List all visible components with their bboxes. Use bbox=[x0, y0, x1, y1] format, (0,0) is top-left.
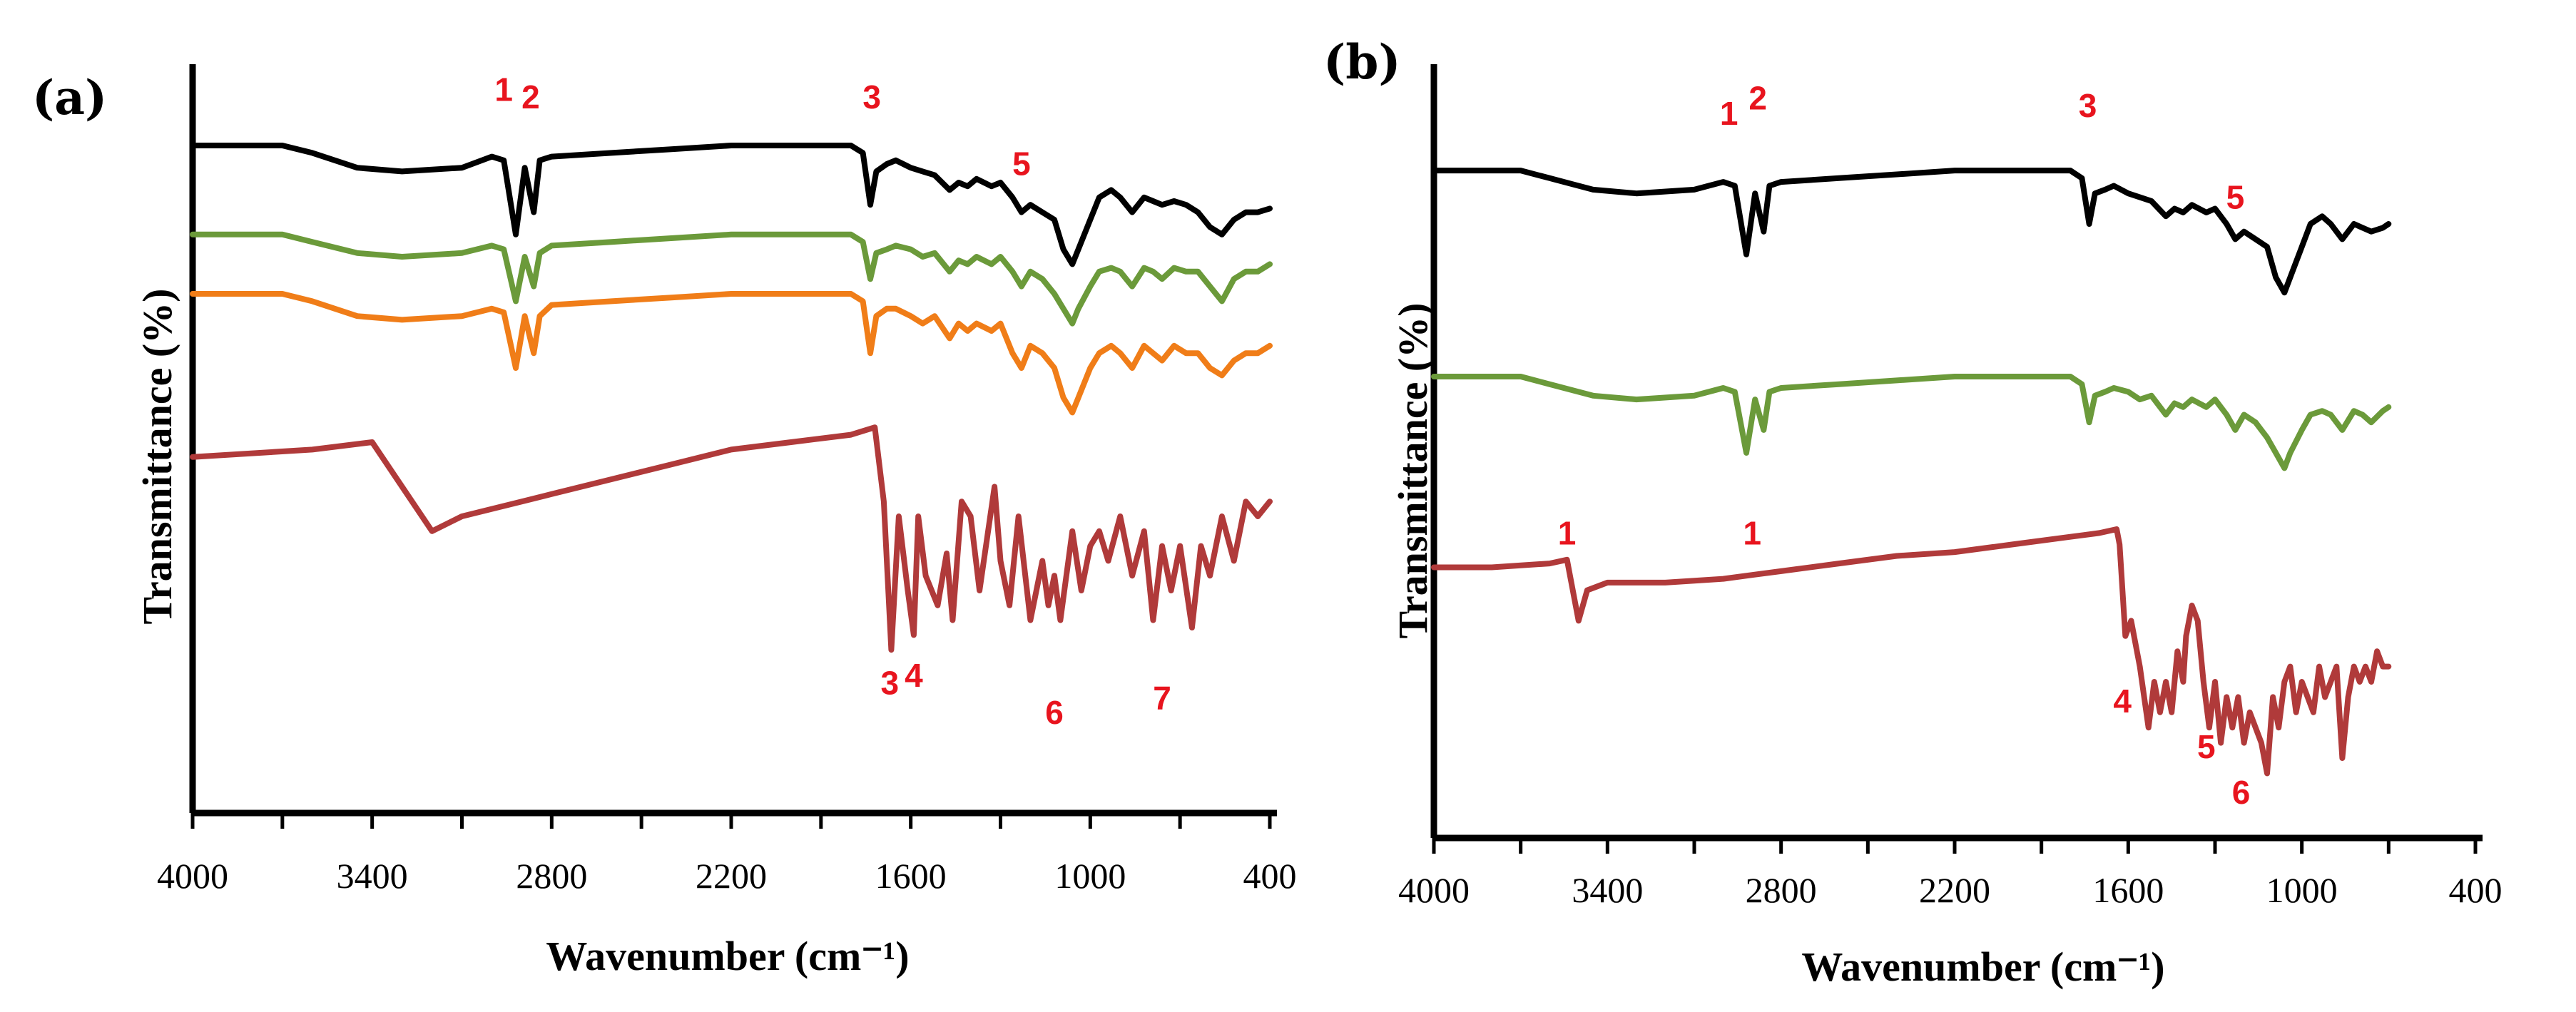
panel-b-x-tick-label: 2200 bbox=[1919, 870, 1990, 910]
panel-a-x-tick-label: 1600 bbox=[875, 856, 947, 896]
panel-a-peak-label: 3 bbox=[881, 665, 900, 702]
panel-b-x-tick-label: 1000 bbox=[2266, 870, 2338, 910]
panel-a-x-tick-label: 2200 bbox=[696, 856, 767, 896]
panel-a-peak-label: 5 bbox=[1012, 145, 1031, 183]
panel-b-peak-label: 3 bbox=[2079, 87, 2097, 124]
panel-b-label: (b) bbox=[1323, 34, 1401, 90]
panel-b-peak-label: 1 bbox=[1743, 514, 1761, 551]
panel-a-series-phospholipid-vanillin-fiber bbox=[190, 143, 1273, 267]
panel-b-peak-label: 4 bbox=[2113, 683, 2132, 720]
panel-b-x-tick-label: 2800 bbox=[1746, 870, 1817, 910]
panel-b-series-phospholipid-curcumin-fiber bbox=[1431, 168, 2392, 296]
panel-b-series-curcumin bbox=[1431, 526, 2392, 777]
panel-a-y-axis-title: Transmittance (%) bbox=[134, 289, 180, 625]
panel-a-series-phospholipid-powder bbox=[190, 291, 1273, 416]
panel-b-series-phospholipid-fiber bbox=[1431, 374, 2392, 471]
panel-a-peak-label: 2 bbox=[521, 78, 540, 116]
panel-b-x-tick-label: 4000 bbox=[1398, 870, 1470, 910]
panel-a: (a) Transmittance (%) Wavenumber (cm⁻¹) … bbox=[32, 64, 1297, 979]
panel-a-peak-label: 3 bbox=[862, 78, 881, 116]
panel-b-peak-label: 1 bbox=[1720, 95, 1738, 132]
panel-a-peak-label: 7 bbox=[1153, 679, 1171, 716]
panel-b-y-axis-title: Transmittance (%) bbox=[1390, 303, 1436, 639]
panel-b-peak-label: 1 bbox=[1558, 514, 1577, 551]
panel-b-peak-label: 5 bbox=[2226, 179, 2245, 216]
panel-a-label: (a) bbox=[32, 70, 107, 126]
panel-b-peak-label: 6 bbox=[2232, 774, 2251, 811]
panel-a-x-tick-label: 4000 bbox=[157, 856, 228, 896]
panel-a-peak-label: 4 bbox=[905, 657, 923, 694]
panel-a-series-phospholipid-fiber bbox=[190, 231, 1273, 327]
panel-b-x-tick-label: 1600 bbox=[2092, 870, 2164, 910]
panel-a-x-tick-label: 3400 bbox=[337, 856, 408, 896]
panel-a-x-tick-label: 2800 bbox=[516, 856, 587, 896]
panel-b-x-tick-label: 400 bbox=[2449, 870, 2503, 910]
panel-b-peak-label: 2 bbox=[1748, 80, 1767, 117]
panel-b-x-axis-title: Wavenumber (cm⁻¹) bbox=[1801, 944, 2164, 990]
panel-a-peak-label: 6 bbox=[1045, 694, 1064, 731]
panel-a-x-axis-title: Wavenumber (cm⁻¹) bbox=[546, 933, 909, 979]
panel-b-x-tick-label: 3400 bbox=[1572, 870, 1643, 910]
panel-a-x-tick-label: 1000 bbox=[1054, 856, 1126, 896]
panel-b-peak-label: 5 bbox=[2197, 728, 2216, 765]
panel-a-series-vanillin bbox=[190, 424, 1273, 653]
panel-a-peak-label: 1 bbox=[494, 71, 513, 108]
panel-a-x-tick-label: 400 bbox=[1243, 856, 1297, 896]
panel-b: (b) Transmittance (%) Wavenumber (cm⁻¹) … bbox=[1323, 34, 2503, 990]
